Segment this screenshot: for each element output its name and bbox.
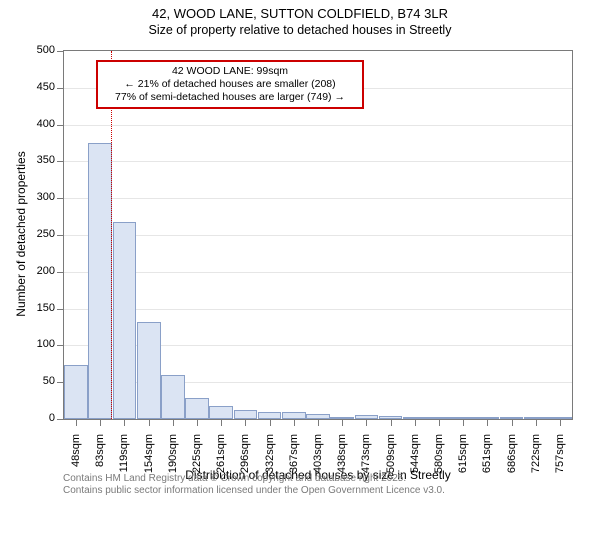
histogram-bar xyxy=(500,417,524,419)
histogram-bar xyxy=(427,417,451,419)
y-tick xyxy=(57,345,63,346)
y-tick xyxy=(57,161,63,162)
histogram-bar xyxy=(64,365,88,419)
histogram-bar xyxy=(185,398,209,419)
histogram-bar xyxy=(161,375,185,419)
gridline xyxy=(64,235,572,236)
histogram-bar xyxy=(137,322,161,419)
x-tick xyxy=(391,420,392,426)
histogram-bar xyxy=(88,143,112,419)
x-tick xyxy=(294,420,295,426)
y-tick xyxy=(57,51,63,52)
gridline xyxy=(64,125,572,126)
y-tick xyxy=(57,309,63,310)
x-tick xyxy=(415,420,416,426)
histogram-bar xyxy=(282,412,306,419)
x-tick xyxy=(245,420,246,426)
plot-area: 42 WOOD LANE: 99sqm ← 21% of detached ho… xyxy=(63,50,573,420)
chart-container: 42, WOOD LANE, SUTTON COLDFIELD, B74 3LR… xyxy=(0,0,600,500)
x-tick-label: 686sqm xyxy=(506,434,518,534)
y-tick xyxy=(57,382,63,383)
histogram-bar xyxy=(379,416,403,419)
x-tick xyxy=(221,420,222,426)
chart-subtitle: Size of property relative to detached ho… xyxy=(0,23,600,37)
x-tick-label: 757sqm xyxy=(554,434,566,534)
callout-line-1: 42 WOOD LANE: 99sqm xyxy=(104,65,356,78)
footer: Contains HM Land Registry data © Crown c… xyxy=(63,473,445,497)
callout-line-3: 77% of semi-detached houses are larger (… xyxy=(104,91,356,104)
gridline xyxy=(64,161,572,162)
y-tick xyxy=(57,88,63,89)
y-tick xyxy=(57,125,63,126)
x-tick xyxy=(124,420,125,426)
x-tick xyxy=(560,420,561,426)
x-tick xyxy=(439,420,440,426)
gridline xyxy=(64,272,572,273)
x-tick xyxy=(366,420,367,426)
histogram-bar xyxy=(258,412,282,419)
x-tick xyxy=(536,420,537,426)
y-tick xyxy=(57,419,63,420)
histogram-bar xyxy=(524,417,548,419)
histogram-bar xyxy=(475,417,499,419)
x-tick xyxy=(149,420,150,426)
histogram-bar xyxy=(403,417,427,419)
x-tick xyxy=(76,420,77,426)
y-tick xyxy=(57,198,63,199)
histogram-bar xyxy=(234,410,258,419)
x-tick xyxy=(197,420,198,426)
footer-line-2: Contains public sector information licen… xyxy=(63,485,445,497)
histogram-bar xyxy=(451,417,475,419)
x-tick-label: 615sqm xyxy=(457,434,469,534)
x-tick xyxy=(270,420,271,426)
gridline xyxy=(64,198,572,199)
x-tick xyxy=(318,420,319,426)
histogram-bar xyxy=(306,414,330,419)
histogram-bar xyxy=(355,415,379,419)
x-tick xyxy=(487,420,488,426)
x-tick-label: 651sqm xyxy=(481,434,493,534)
x-tick xyxy=(100,420,101,426)
footer-line-1: Contains HM Land Registry data © Crown c… xyxy=(63,473,445,485)
histogram-bar xyxy=(548,417,572,419)
gridline xyxy=(64,309,572,310)
x-tick xyxy=(463,420,464,426)
x-tick xyxy=(512,420,513,426)
histogram-bar xyxy=(113,222,137,419)
x-tick xyxy=(173,420,174,426)
x-tick-label: 722sqm xyxy=(530,434,542,534)
y-tick xyxy=(57,235,63,236)
callout-box: 42 WOOD LANE: 99sqm ← 21% of detached ho… xyxy=(96,60,364,109)
y-axis-label: Number of detached properties xyxy=(14,49,28,419)
histogram-bar xyxy=(330,417,354,419)
chart-title: 42, WOOD LANE, SUTTON COLDFIELD, B74 3LR xyxy=(0,6,600,21)
callout-line-2: ← 21% of detached houses are smaller (20… xyxy=(104,78,356,91)
y-tick xyxy=(57,272,63,273)
histogram-bar xyxy=(209,406,233,419)
x-tick xyxy=(342,420,343,426)
